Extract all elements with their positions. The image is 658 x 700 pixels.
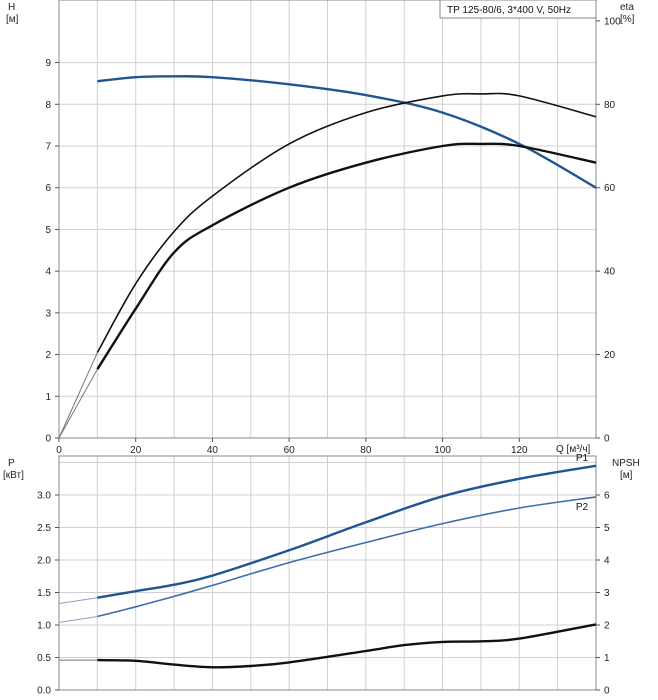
upper-x-tick-label: 40 <box>207 445 219 456</box>
series-p1-label: P1 <box>576 453 589 464</box>
series-eta_hydraulic-extrapolated <box>58 368 98 439</box>
series-p1-line <box>97 464 597 599</box>
upper-x-tick-label: 80 <box>360 445 372 456</box>
series-eta_hydraulic-line <box>96 142 597 370</box>
upper-x-tick-label: 100 <box>434 445 451 456</box>
lower-left-tick-label: 3.0 <box>37 491 51 502</box>
eta-axis-unit: [%] <box>620 14 635 25</box>
lower-grid <box>59 456 596 690</box>
upper-left-tick-label: 8 <box>45 100 51 111</box>
lower-right-tick-label: 4 <box>604 556 610 567</box>
lower-series: P1 P2 <box>58 453 597 669</box>
lower-right-tick-label: 6 <box>604 491 610 502</box>
eta-axis-title: eta <box>620 2 634 13</box>
lower-plot-frame <box>58 455 597 691</box>
lower-right-tick-label: 1 <box>604 653 610 664</box>
upper-right-tick-label: 60 <box>604 183 616 194</box>
series-p1-extrapolated <box>58 597 98 604</box>
upper-axis-ticks: 0 1 2 3 4 5 6 7 8 9 0 20 40 60 80 100 0 20 40 60 80 100 120 <box>45 16 621 456</box>
series-p2-extrapolated <box>58 616 98 623</box>
npsh-axis-unit: [м] <box>620 470 633 481</box>
lower-right-tick-label: 5 <box>604 523 610 534</box>
upper-right-tick-label: 0 <box>604 434 610 445</box>
lower-left-tick-label: 1.0 <box>37 621 51 632</box>
head-axis-title: H <box>8 2 15 13</box>
upper-x-tick-label: 20 <box>130 445 142 456</box>
series-p2-label: P2 <box>576 502 589 513</box>
series-h-line <box>97 75 597 189</box>
upper-right-tick-label: 40 <box>604 267 616 278</box>
upper-left-tick-label: 7 <box>45 142 51 153</box>
lower-left-tick-label: 2.5 <box>37 523 51 534</box>
upper-left-tick-label: 0 <box>45 434 51 445</box>
series-npsh-line <box>97 623 597 669</box>
power-axis-title: P <box>8 458 15 469</box>
upper-plot-frame <box>58 0 597 439</box>
upper-left-tick-label: 6 <box>45 183 51 194</box>
upper-right-tick-label: 80 <box>604 100 616 111</box>
upper-left-tick-label: 1 <box>45 392 51 403</box>
lower-left-tick-label: 0.5 <box>37 653 51 664</box>
upper-grid <box>59 0 596 438</box>
lower-right-tick-label: 2 <box>604 621 610 632</box>
upper-series <box>58 75 597 439</box>
npsh-axis-title: NPSH <box>612 458 640 469</box>
upper-right-tick-label: 100 <box>604 16 621 27</box>
upper-left-tick-label: 2 <box>45 350 51 361</box>
upper-left-tick-label: 3 <box>45 308 51 319</box>
chart-title: TP 125-80/6, 3*400 V, 50Hz <box>447 5 571 16</box>
upper-x-tick-label: 120 <box>511 445 528 456</box>
upper-x-tick-label: 60 <box>284 445 296 456</box>
upper-right-tick-label: 20 <box>604 350 616 361</box>
lower-right-tick-label: 0 <box>604 686 610 697</box>
lower-axis-ticks: 0.0 0.5 1.0 1.5 2.0 2.5 3.0 0 1 2 3 4 5 6 <box>37 491 610 697</box>
lower-left-tick-label: 0.0 <box>37 686 51 697</box>
flow-axis-title: Q [м³/ч] <box>556 444 591 455</box>
series-eta-extrapolated <box>58 352 98 439</box>
upper-left-tick-label: 9 <box>45 58 51 69</box>
lower-left-tick-label: 2.0 <box>37 556 51 567</box>
series-p2-line <box>97 496 597 618</box>
lower-left-tick-label: 1.5 <box>37 588 51 599</box>
chart-title-box: TP 125-80/6, 3*400 V, 50Hz <box>439 0 597 19</box>
upper-left-tick-label: 4 <box>45 267 51 278</box>
power-npsh-chart: 0.0 0.5 1.0 1.5 2.0 2.5 3.0 0 1 2 3 4 5 6 P1 P2 P [кВт… <box>3 453 640 697</box>
head-axis-unit: [м] <box>6 14 19 25</box>
series-eta-line <box>96 92 597 353</box>
power-axis-unit: [кВт] <box>3 470 24 481</box>
upper-left-tick-label: 5 <box>45 225 51 236</box>
upper-x-tick-label: 0 <box>56 445 62 456</box>
lower-right-tick-label: 3 <box>604 588 610 599</box>
